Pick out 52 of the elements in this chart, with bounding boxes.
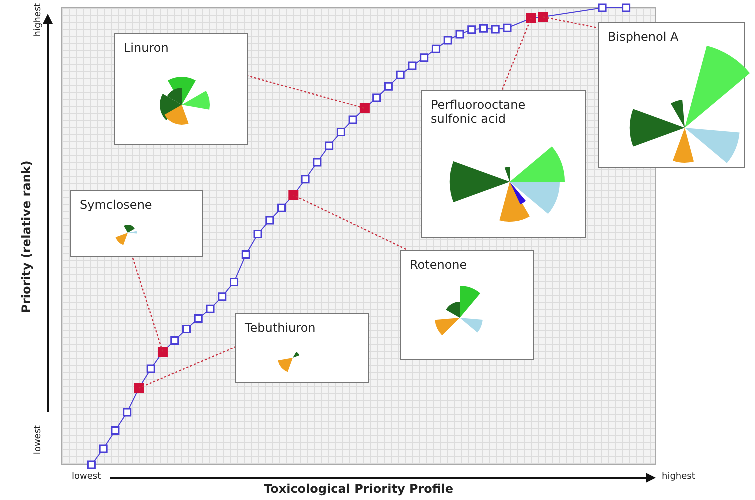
- point: [134, 383, 144, 394]
- annotation: Linuron: [124, 41, 169, 55]
- point: [87, 460, 96, 470]
- y-axis-title: Priority (relative rank): [18, 160, 33, 313]
- annotation: Tebuthiuron: [245, 321, 316, 335]
- point: [408, 62, 417, 70]
- x-axis-title: Toxicological Priority Profile: [264, 482, 454, 496]
- point: [420, 54, 429, 62]
- point: [254, 230, 262, 238]
- point: [396, 70, 405, 80]
- point: [622, 4, 631, 12]
- point: [266, 216, 274, 225]
- point: [194, 314, 203, 324]
- point: [468, 26, 476, 34]
- point: [432, 44, 440, 54]
- point: [348, 116, 358, 124]
- point: [182, 325, 191, 334]
- point: [278, 204, 286, 212]
- point: [242, 250, 250, 260]
- annotation: Bisphenol A: [608, 30, 679, 44]
- point: [288, 190, 299, 200]
- point: [325, 142, 334, 150]
- point: [99, 444, 108, 454]
- point: [444, 36, 452, 45]
- point: [313, 158, 322, 167]
- point: [170, 336, 180, 345]
- point: [206, 304, 215, 314]
- point: [158, 347, 168, 358]
- point: [146, 364, 156, 374]
- point: [503, 24, 512, 32]
- point: [301, 175, 310, 184]
- point: [360, 104, 370, 114]
- point: [336, 128, 346, 137]
- point: [526, 14, 536, 24]
- point: [230, 278, 239, 286]
- annotation: Symclosene: [80, 198, 152, 212]
- point: [123, 408, 132, 417]
- text: lowest: [33, 425, 44, 455]
- point: [538, 12, 548, 22]
- text: highest: [662, 472, 696, 482]
- text: lowest: [72, 472, 102, 482]
- point: [491, 25, 500, 34]
- point: [598, 4, 607, 12]
- point: [372, 94, 382, 102]
- point: [111, 426, 120, 435]
- point: [456, 30, 464, 39]
- point: [218, 292, 227, 302]
- point: [479, 24, 488, 33]
- text: highest: [33, 3, 44, 37]
- annotation: Rotenone: [410, 258, 468, 272]
- annotation: Perfluorooctane sulfonic acid: [431, 98, 527, 126]
- point: [384, 82, 393, 91]
